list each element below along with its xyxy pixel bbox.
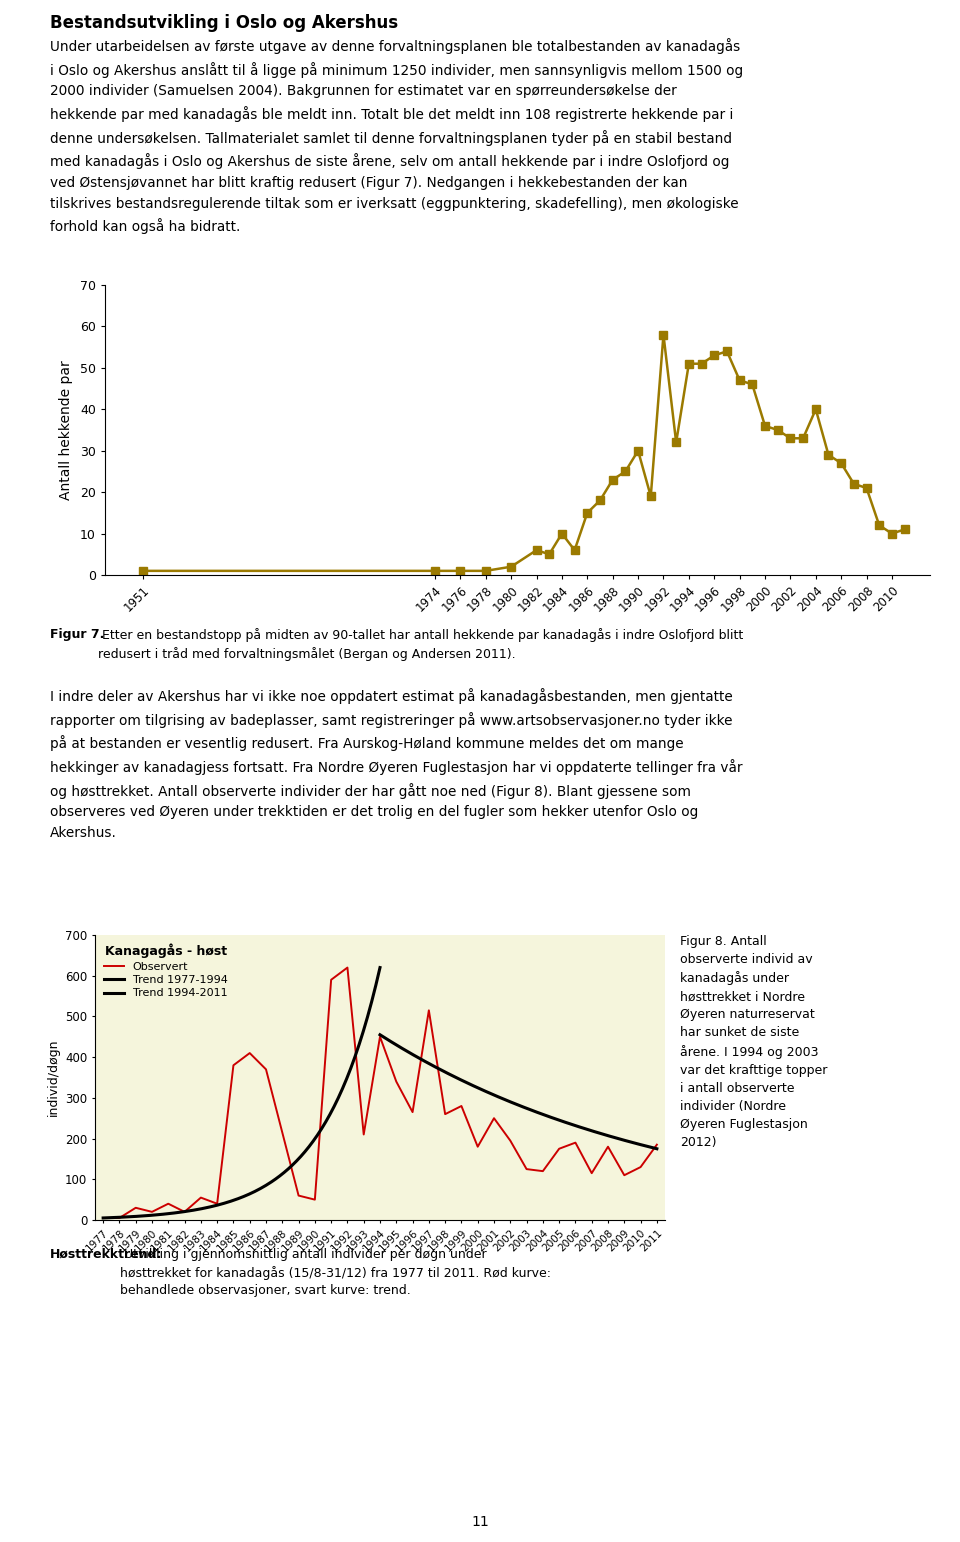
Text: Figur 8. Antall
observerte individ av
kanadagås under
høsttrekket i Nordre
Øyere: Figur 8. Antall observerte individ av ka… xyxy=(680,934,828,1149)
Y-axis label: Antall hekkende par: Antall hekkende par xyxy=(59,361,73,500)
Y-axis label: individ/døgn: individ/døgn xyxy=(46,1039,60,1116)
Text: Figur 7.: Figur 7. xyxy=(50,628,105,641)
Text: Utvikling i gjennomsnittlig antall individer per døgn under
høsttrekket for kana: Utvikling i gjennomsnittlig antall indiv… xyxy=(120,1247,551,1297)
Text: Under utarbeidelsen av første utgave av denne forvaltningsplanen ble totalbestan: Under utarbeidelsen av første utgave av … xyxy=(50,39,743,234)
Text: I indre deler av Akershus har vi ikke noe oppdatert estimat på kanadagåsbestande: I indre deler av Akershus har vi ikke no… xyxy=(50,688,742,840)
Legend: Observert, Trend 1977-1994, Trend 1994-2011: Observert, Trend 1977-1994, Trend 1994-2… xyxy=(101,941,231,1002)
Text: 11: 11 xyxy=(471,1516,489,1530)
Text: Bestandsutvikling i Oslo og Akershus: Bestandsutvikling i Oslo og Akershus xyxy=(50,14,398,32)
Text: Etter en bestandstopp på midten av 90-tallet har antall hekkende par kanadagås i: Etter en bestandstopp på midten av 90-ta… xyxy=(98,628,743,662)
Text: Høsttrekktrend:: Høsttrekktrend: xyxy=(50,1247,162,1261)
